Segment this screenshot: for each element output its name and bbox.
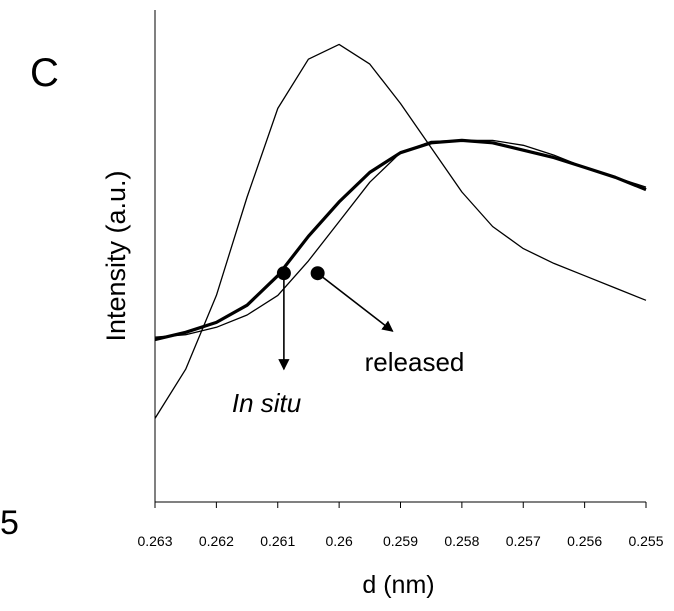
x-tick-label: 0.263 [137,533,172,549]
x-tick-label: 0.26 [326,533,353,549]
x-tick-label: 0.257 [506,533,541,549]
series-lines [154,43,647,419]
stray-digit: 5 [0,504,19,542]
annotation-label: In situ [232,388,301,418]
x-tick-label: 0.259 [383,533,418,549]
x-tick-label: 0.262 [199,533,234,549]
x-tick-label: 0.255 [628,533,663,549]
x-ticks: 0.263 0.262 0.261 0.26 0.259 0.258 0.257 0.256 0… [137,502,664,549]
series-line-0 [154,138,647,342]
series-line-2 [154,43,647,419]
x-tick-label: 0.261 [260,533,295,549]
x-tick-label: 0.258 [444,533,479,549]
panel-label: C [30,51,59,95]
series-line-1 [154,139,647,338]
y-axis-label: Intensity (a.u.) [101,170,131,341]
x-tick-label: 0.256 [567,533,602,549]
annotation-label: released [365,347,465,377]
annotations: In situ released [232,266,464,418]
annotation-arrow [317,272,394,332]
x-axis-label: d (nm) [362,571,434,599]
